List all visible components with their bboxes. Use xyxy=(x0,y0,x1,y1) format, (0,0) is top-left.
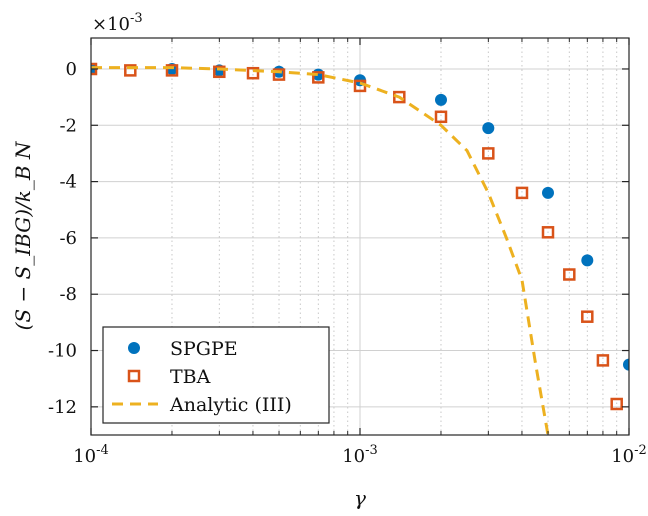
legend-box xyxy=(102,326,330,424)
x-tick-label: 10-3 xyxy=(342,443,378,467)
data-point-spgpe xyxy=(435,93,447,106)
data-point-spgpe xyxy=(482,122,495,135)
legend-label-spgpe: SPGPE xyxy=(170,338,238,360)
data-point-tba xyxy=(563,268,576,281)
y-axis-multiplier-label: ×10-3 xyxy=(92,11,143,35)
label-layer: 10-4 10-3 10-20-2-4-6-8-10-12 xyxy=(48,59,647,467)
data-point-spgpe xyxy=(542,186,554,199)
x-tick-label-base: 10 xyxy=(73,446,96,467)
data-point-tba xyxy=(124,64,137,77)
data-point-tba xyxy=(312,71,325,84)
y-tick-label: -12 xyxy=(48,397,77,418)
x-tick-label: 10-2 xyxy=(611,443,647,467)
legend-marker-tba xyxy=(127,369,141,383)
data-point-spgpe xyxy=(581,254,594,267)
y-axis-label: (S − S_IBG)/k_B N xyxy=(11,140,35,330)
data-point-spgpe xyxy=(623,358,629,371)
x-tick-label-exponent: -3 xyxy=(365,443,378,458)
x-axis-label: γ xyxy=(354,486,366,510)
data-point-tba xyxy=(515,186,529,200)
y-axis-multiplier-exponent: -3 xyxy=(130,11,143,26)
data-point-tba xyxy=(482,147,495,160)
x-tick-label-exponent: -4 xyxy=(96,443,109,458)
data-point-tba xyxy=(165,64,179,77)
series-line-analytic-iii xyxy=(91,66,550,435)
data-point-tba xyxy=(581,310,594,323)
data-point-tba xyxy=(541,226,555,239)
tick-layer xyxy=(90,38,630,435)
data-point-tba xyxy=(596,354,610,367)
legend: SPGPE TBA Analytic (III) xyxy=(102,326,330,424)
y-tick-label: -6 xyxy=(59,228,77,249)
data-point-tba xyxy=(434,110,448,124)
grid-layer xyxy=(91,38,629,435)
y-tick-label: 0 xyxy=(66,59,77,80)
y-tick-label: -2 xyxy=(59,115,77,136)
data-point-tba xyxy=(246,66,260,80)
data-point-tba xyxy=(610,397,623,411)
x-tick-label-exponent: -2 xyxy=(634,443,647,458)
x-tick-label-base: 10 xyxy=(611,446,634,467)
data-point-tba xyxy=(272,68,286,81)
legend-label-tba: TBA xyxy=(170,366,211,388)
y-tick-label: -8 xyxy=(59,284,77,305)
y-axis-multiplier-base: ×10 xyxy=(92,14,130,35)
y-tick-label: -10 xyxy=(48,341,77,362)
x-tick-label: 10-4 xyxy=(73,443,109,467)
data-layer xyxy=(91,62,629,435)
legend-marker-spgpe xyxy=(128,342,140,354)
data-point-tba xyxy=(393,90,406,104)
y-tick-label: -4 xyxy=(59,172,77,193)
x-tick-label-base: 10 xyxy=(342,446,365,467)
data-point-tba xyxy=(213,65,226,79)
legend-label-analytic: Analytic (III) xyxy=(169,394,292,416)
